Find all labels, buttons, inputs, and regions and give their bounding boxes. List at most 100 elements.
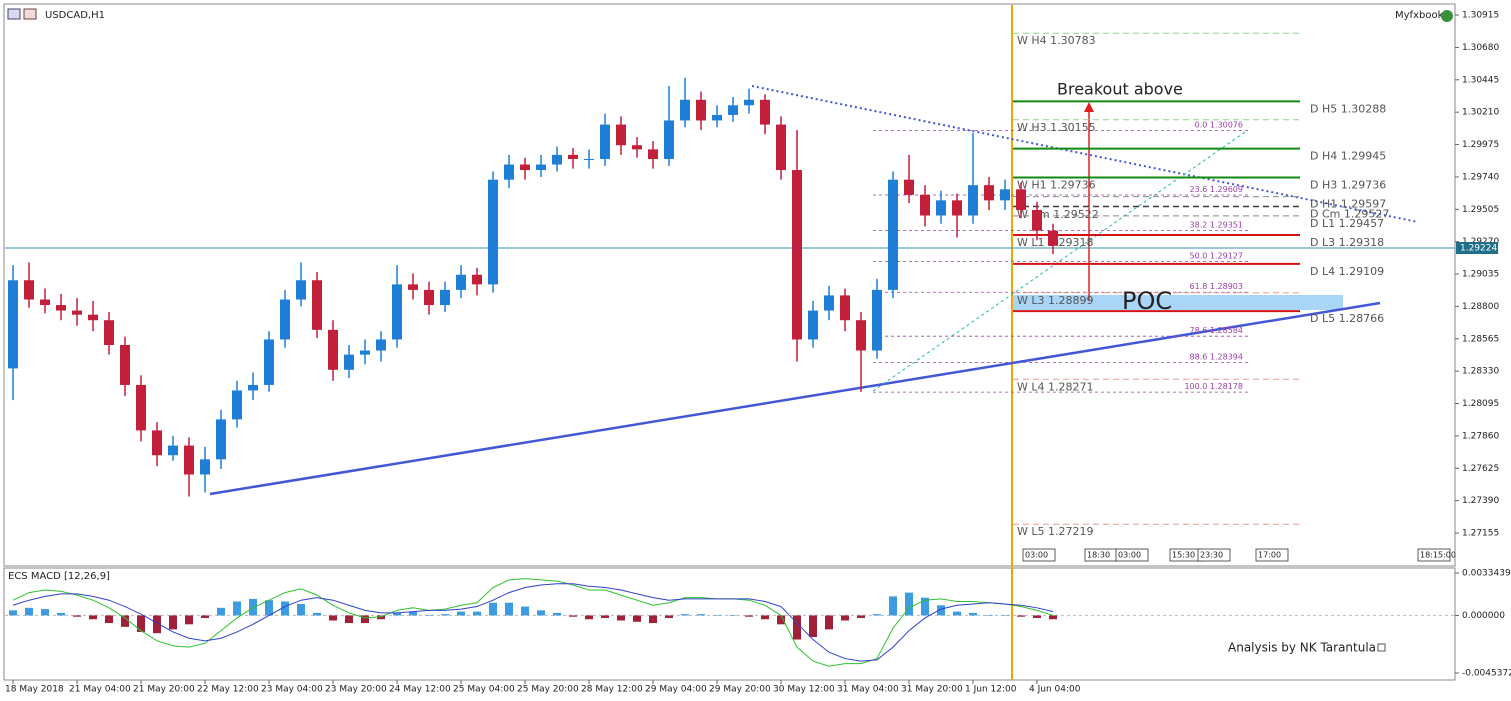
pivot-label: W L4 1.28271 [1017,380,1094,393]
pivot-value: 1.28271 [1048,380,1094,393]
macd-histogram-bar [585,615,593,620]
candle-body [824,295,834,311]
fib-label: 61.8 1.28903 [1190,282,1243,291]
candle-body [184,445,194,475]
candle-body [632,145,642,150]
pivot-value: 1.30155 [1050,121,1096,134]
fib-label: 50.0 1.29127 [1190,251,1243,260]
macd-histogram-bar [377,615,385,620]
macd-histogram-bar [425,615,433,616]
pivot-label: D Cm 1.29527 [1310,207,1389,220]
time-box-label: 15:30 [1172,551,1195,560]
pivot-name: D H5 [1310,102,1337,115]
annotation: Analysis by NK Tarantula [1228,641,1376,655]
candle-body [88,314,98,321]
macd-histogram-bar [745,615,753,617]
macd-histogram-bar [873,614,881,616]
time-box-label: 03:00 [1118,551,1141,560]
fib-label: 23.6 1.29609 [1190,184,1243,193]
candle-body [648,149,658,160]
pivot-value: 1.29597 [1341,198,1387,211]
macd-histogram-bar [361,615,369,624]
macd-histogram-bar [969,612,977,616]
candle-body [568,154,578,160]
macd-histogram-bar [505,602,513,616]
chart-title: USDCAD,H1 [45,10,105,21]
candle-body [888,179,898,290]
macd-histogram-bar [649,615,657,624]
y-tick-label: 1.30680 [1462,43,1499,53]
pivot-name: W H3 [1017,121,1047,134]
y-tick-label: 1.28565 [1462,334,1499,344]
candle-body [856,320,866,351]
pivot-label: D L1 1.29457 [1310,217,1384,230]
candle-body [552,154,562,165]
y-tick-label: 1.29740 [1462,172,1499,182]
pivot-label: D L5 1.28766 [1310,312,1384,325]
macd-title: ECS MACD [12,26,9] [8,571,110,582]
macd-histogram-bar [393,612,401,616]
pivot-label: D H5 1.30288 [1310,102,1386,115]
pivot-name: W L4 [1017,380,1045,393]
pivot-value: 1.29736 [1050,178,1096,191]
fib-level: 78.6 [1190,326,1208,335]
y-tick-label: 1.28095 [1462,399,1499,409]
macd-histogram-bar [905,592,913,616]
candle-body [264,339,274,385]
time-box [1417,548,1451,562]
y-tick-label: 0.0033439 [1462,569,1511,579]
pivot-label: W L3 1.28899 [1017,294,1094,307]
fib-level: 50.0 [1190,251,1208,260]
pivot-name: W H1 [1017,178,1047,191]
macd-histogram-bar [9,610,17,616]
macd-histogram-bar [153,615,161,634]
macd-histogram-bar [633,615,641,622]
y-tick-label: 1.27155 [1462,529,1499,539]
macd-histogram-bar [41,609,49,616]
macd-histogram-bar [777,615,785,625]
candle-body [968,185,978,216]
fib-level: 88.6 [1190,352,1208,361]
candle-body [1032,209,1042,231]
fib-price: 1.28584 [1210,326,1243,335]
chart-icon [23,8,37,20]
pivot-label: D L4 1.29109 [1310,265,1384,278]
fib-price: 1.29351 [1210,220,1243,229]
candle-body [1016,189,1026,210]
x-tick-label: 31 May 20:00 [901,685,963,695]
candle-body [344,354,354,370]
candle-body [296,280,306,300]
macd-histogram-bar [521,606,529,616]
current-price-box [1456,242,1498,255]
candle-body [520,164,530,171]
fib-price: 1.28178 [1210,382,1243,391]
macd-histogram-bar [73,615,81,617]
pivot-label: W H1 1.29736 [1017,178,1096,191]
candle-body [472,274,482,285]
trend-line [751,85,1419,223]
pivot-value: 1.29527 [1344,207,1390,220]
candle-body [712,114,722,121]
macd-histogram-bar [25,607,33,616]
macd-histogram-bar [105,615,113,624]
candle-body [440,289,450,306]
pivot-value: 1.29736 [1341,178,1387,191]
candle-body [120,344,130,385]
x-tick-label: 29 May 04:00 [645,685,707,695]
macd-histogram-bar [1017,615,1025,617]
candle-body [808,310,818,340]
macd-histogram-bar [1033,615,1041,618]
candle-body [744,99,754,106]
pivot-name: W L5 [1017,525,1045,538]
fib-price: 1.29127 [1210,251,1243,260]
pivot-value: 1.30288 [1341,102,1387,115]
macd-histogram-bar [169,615,177,630]
macd-histogram-bar [89,615,97,620]
x-tick-label: 23 May 04:00 [261,685,323,695]
macd-histogram-bar [329,615,337,621]
candle-body [424,289,434,306]
macd-histogram-bar [921,597,929,616]
pivot-label: W L5 1.27219 [1017,525,1094,538]
macd-histogram-bar [985,615,993,616]
fib-level: 23.6 [1190,184,1208,193]
